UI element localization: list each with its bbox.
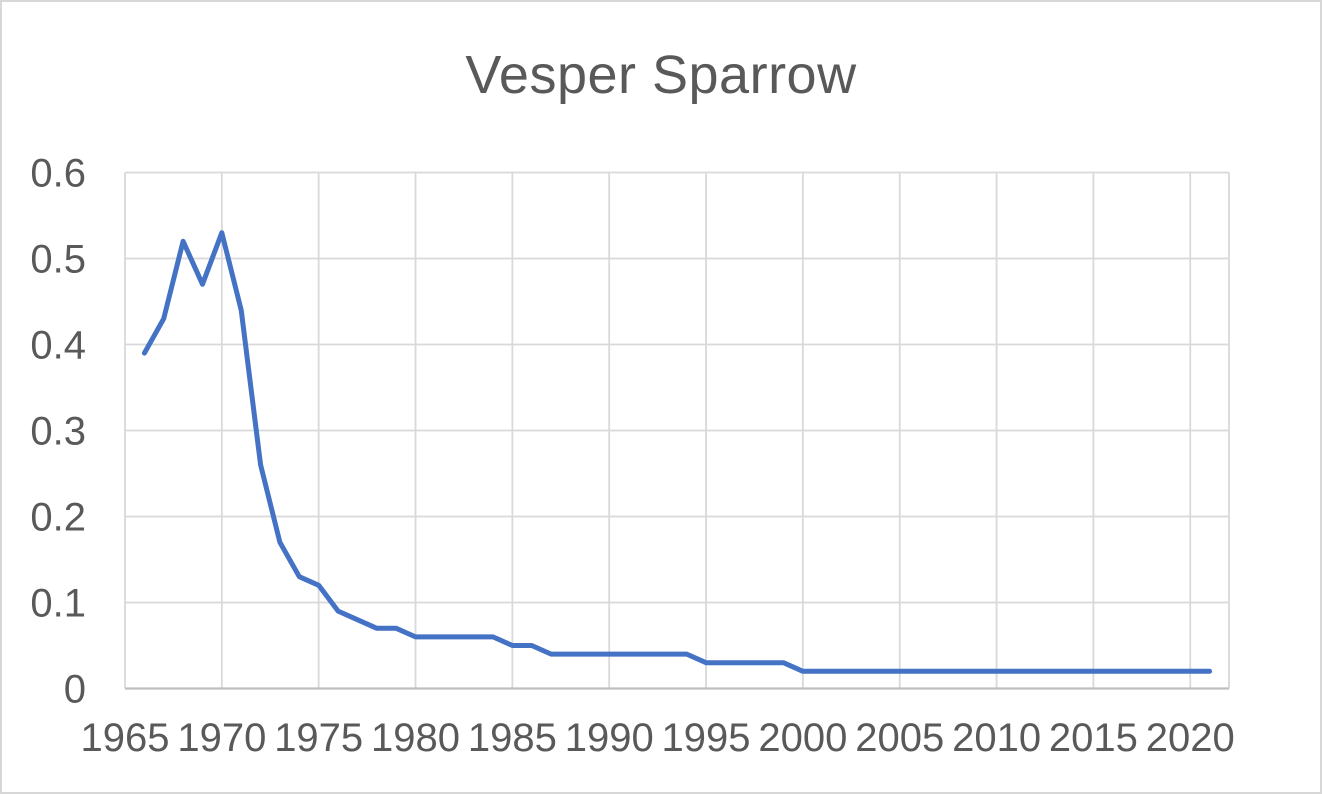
y-tick-label: 0.5 xyxy=(30,238,86,282)
y-tick-label: 0.4 xyxy=(30,324,86,368)
x-axis-tick-labels: 1965 1970 1975 1980 1985 1990 1995 2000 2005 2010… xyxy=(81,716,1235,760)
x-tick-label: 1970 xyxy=(177,716,266,760)
y-tick-label: 0 xyxy=(64,668,86,712)
gridlines xyxy=(124,171,1230,689)
y-tick-label: 0.3 xyxy=(30,410,86,454)
y-tick-label: 0.6 xyxy=(30,152,86,196)
x-tick-label: 2000 xyxy=(758,716,847,760)
x-tick-label: 1975 xyxy=(274,716,363,760)
x-tick-label: 1965 xyxy=(81,716,170,760)
x-tick-label: 2015 xyxy=(1049,716,1138,760)
x-tick-label: 1990 xyxy=(565,716,654,760)
x-tick-label: 1995 xyxy=(662,716,751,760)
x-tick-label: 1985 xyxy=(468,716,557,760)
y-tick-label: 0.1 xyxy=(30,582,86,626)
x-tick-label: 2010 xyxy=(952,716,1041,760)
series-line-vesper-sparrow xyxy=(141,230,1213,674)
x-tick-label: 2005 xyxy=(855,716,944,760)
y-tick-label: 0.2 xyxy=(30,496,86,540)
chart-title: Vesper Sparrow xyxy=(465,45,857,105)
x-tick-label: 2020 xyxy=(1146,716,1235,760)
y-axis-tick-labels: 0 0.1 0.2 0.3 0.4 0.5 0.6 xyxy=(30,152,86,712)
x-tick-label: 1980 xyxy=(371,716,460,760)
